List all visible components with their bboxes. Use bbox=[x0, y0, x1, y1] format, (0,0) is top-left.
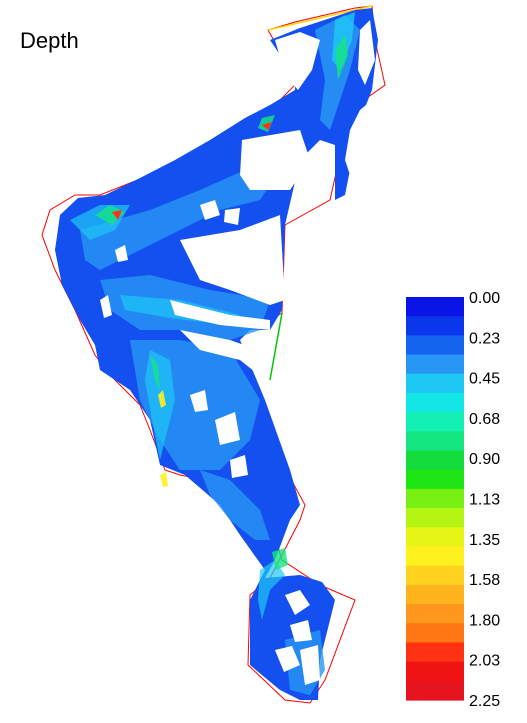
legend-swatch bbox=[406, 623, 464, 644]
legend-label: 0.00 bbox=[469, 290, 500, 307]
legend-swatch bbox=[406, 565, 464, 586]
legend-swatch bbox=[406, 661, 464, 682]
legend-swatch bbox=[406, 527, 464, 548]
island-strip-1 bbox=[170, 300, 270, 330]
map-title: Depth bbox=[20, 28, 79, 53]
legend-swatch bbox=[406, 642, 464, 663]
boundary-right bbox=[269, 312, 283, 381]
legend-swatch bbox=[406, 412, 464, 432]
island-north-east bbox=[358, 20, 375, 85]
legend-swatch bbox=[406, 469, 464, 490]
island-small-4 bbox=[100, 295, 112, 318]
island-south-3 bbox=[275, 646, 300, 672]
island-north-west bbox=[275, 32, 320, 90]
island-bay bbox=[180, 215, 285, 305]
legend-label: 0.68 bbox=[469, 411, 500, 428]
legend-swatch bbox=[406, 297, 464, 317]
legend-swatch bbox=[406, 373, 464, 394]
legend-label: 1.80 bbox=[469, 612, 500, 629]
island-small-7 bbox=[230, 455, 248, 478]
legend-swatch bbox=[406, 392, 464, 413]
boundary-top bbox=[267, 5, 373, 31]
legend-label: 1.35 bbox=[469, 532, 500, 549]
legend-label: 1.58 bbox=[469, 572, 500, 589]
island-channel-east bbox=[345, 100, 372, 190]
legend-swatch bbox=[406, 431, 464, 452]
island-small-3 bbox=[115, 245, 128, 262]
legend-label: 0.23 bbox=[469, 330, 500, 347]
island-middle bbox=[240, 130, 310, 190]
legend-swatch bbox=[406, 450, 464, 471]
island-south-4 bbox=[300, 645, 320, 685]
legend-label: 2.25 bbox=[469, 693, 500, 710]
legend-label: 0.45 bbox=[469, 371, 500, 388]
legend-label: 0.90 bbox=[469, 451, 500, 468]
islands bbox=[100, 20, 375, 685]
island-strip-2 bbox=[180, 330, 265, 380]
legend-swatch bbox=[406, 316, 464, 336]
legend-swatch bbox=[406, 546, 464, 567]
legend-swatch bbox=[406, 604, 464, 624]
island-small-1 bbox=[200, 200, 220, 220]
legend-label: 2.03 bbox=[469, 653, 500, 670]
island-small-2 bbox=[224, 208, 240, 225]
island-small-6 bbox=[215, 412, 240, 445]
island-south-2 bbox=[290, 620, 312, 642]
island-south-1 bbox=[285, 590, 310, 615]
legend-label: 1.13 bbox=[469, 492, 500, 509]
legend-swatch bbox=[406, 584, 464, 605]
legend-swatch bbox=[406, 335, 464, 356]
legend-swatch bbox=[406, 354, 464, 375]
domain-boundary bbox=[41, 5, 386, 704]
legend-swatch bbox=[406, 508, 464, 528]
island-small-5 bbox=[190, 390, 208, 412]
legend-swatch bbox=[406, 680, 464, 701]
legend-swatch bbox=[406, 488, 464, 509]
